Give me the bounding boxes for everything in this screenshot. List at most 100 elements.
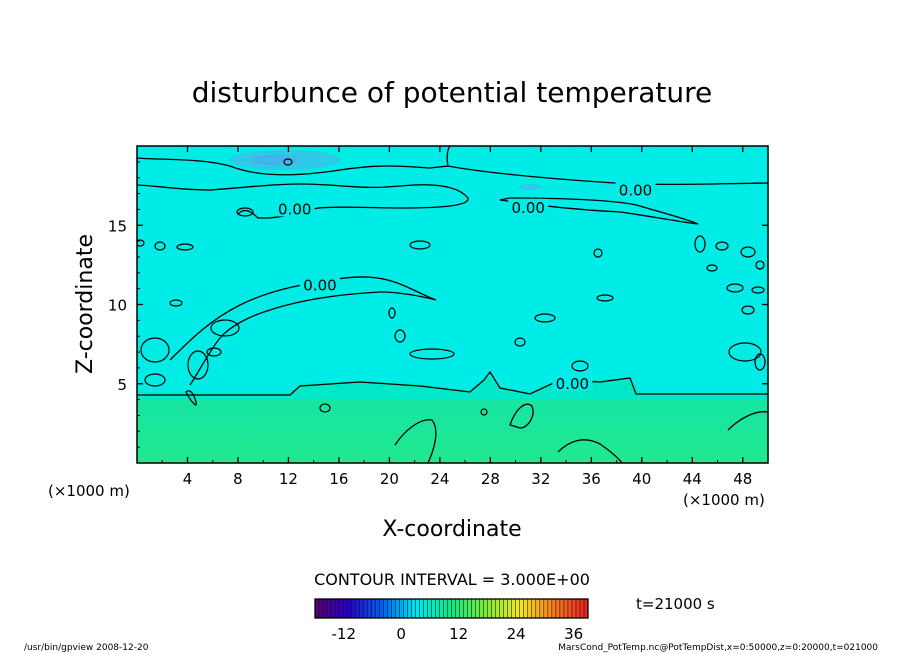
contour-label-bg: [508, 198, 549, 215]
colorbar-cell: [411, 599, 416, 618]
colorbar-cell: [355, 599, 360, 618]
colorbar-cell: [507, 599, 513, 618]
colorbar-cell: [431, 599, 436, 618]
x-axis: 4 8 12 16 20 24 28 32 36 40 44 48: [161, 146, 752, 488]
lower-region-edge: [137, 376, 768, 400]
x-tick-label: 36: [582, 470, 601, 488]
colorbar-cell: [451, 599, 456, 618]
colorbar-cell: [319, 599, 324, 618]
colorbar-cell: [407, 599, 412, 618]
colorbar-cell: [395, 599, 400, 618]
colorbar-cell: [547, 599, 553, 618]
colorbar-cell: [359, 599, 364, 618]
contour-blob: [514, 337, 526, 347]
colorbar-cell: [327, 599, 332, 618]
contour-blob: [140, 337, 170, 363]
contour-blob: [751, 286, 765, 294]
colorbar-cell: [423, 599, 428, 618]
contour-line: [394, 419, 437, 463]
colorbar-cell: [439, 599, 444, 618]
colorbar-cell: [523, 599, 529, 618]
contour-blob: [534, 313, 556, 323]
contour-value-label: 0.00: [512, 199, 545, 217]
x-tick-label: 4: [183, 470, 193, 488]
colorbar-tick-label: 36: [564, 625, 583, 643]
colorbar-cell: [475, 599, 480, 618]
contour-blob: [319, 403, 331, 413]
colorbar-cell: [371, 599, 376, 618]
colorbar-cell: [515, 599, 521, 618]
colorbar-tick-label: 0: [396, 625, 406, 643]
colorbar-cell: [471, 599, 476, 618]
colorbar-tick-label: -12: [331, 625, 356, 643]
colorbar-frame: [314, 598, 589, 619]
contour-line: [137, 370, 768, 396]
colorbar-cell: [391, 599, 396, 618]
contour-blob: [755, 260, 765, 270]
contour-blob: [706, 264, 718, 272]
colorbar-cell: [499, 599, 504, 618]
colorbar-cell: [331, 599, 336, 618]
colorbar-cell: [315, 599, 320, 618]
footer-right: MarsCond_PotTemp.nc@PotTempDist,x=0:5000…: [558, 643, 878, 653]
colorbar-cell: [351, 599, 356, 618]
y-tick-label: 5: [117, 376, 127, 394]
colorbar-cell: [575, 599, 581, 618]
colorbar-cell: [535, 599, 541, 618]
colorbar-cell: [519, 599, 525, 618]
colorbar-cell: [399, 599, 404, 618]
contour-blob: [593, 248, 603, 258]
contour-blob: [728, 342, 762, 362]
x-tick-label: 12: [279, 470, 298, 488]
contour-value-label: 0.00: [619, 181, 652, 199]
colorbar-tick-label: 24: [507, 625, 526, 643]
colorbar-cell: [555, 599, 561, 618]
contour-blob: [388, 307, 396, 319]
colorbar-cell: [567, 599, 573, 618]
colorbar-cell: [551, 599, 557, 618]
colorbar-cell: [363, 599, 368, 618]
colorbar-cell: [531, 599, 537, 618]
contour-line: [137, 146, 451, 176]
x-axis-label: X-coordinate: [382, 517, 521, 542]
contour-value-label: 0.00: [556, 375, 589, 393]
x-tick-label: 32: [531, 470, 550, 488]
contour-blob: [176, 243, 194, 251]
contour-label-bg: [274, 200, 315, 217]
contour-label-bg: [552, 374, 593, 391]
colorbar-cell: [487, 599, 492, 618]
contour-labels: 0.00 0.00 0.00 0.00 0.00: [274, 181, 656, 393]
contour-line: [185, 390, 197, 406]
contour-blob: [283, 158, 293, 166]
contour-value-label: 0.00: [278, 200, 311, 218]
contour-blob: [694, 235, 706, 253]
x-tick-label: 24: [430, 470, 449, 488]
y-axis: 5 10 15: [108, 161, 768, 448]
contour-blob: [137, 239, 145, 247]
colorbar-cell: [459, 599, 464, 618]
contour-blob: [187, 350, 209, 380]
colorbar-cell: [347, 599, 352, 618]
colorbar-cell: [511, 599, 517, 618]
colorbar-cell: [447, 599, 452, 618]
contour-interval: CONTOUR INTERVAL = 3.000E+00: [314, 570, 590, 589]
contour-line: [447, 165, 768, 186]
x-unit-left: (×1000 m): [48, 482, 130, 500]
colorbar-cell: [323, 599, 328, 618]
colorbar-cell: [419, 599, 424, 618]
contour-blobs: [137, 158, 766, 416]
contour-lines: [137, 146, 768, 463]
colorbar-cell: [563, 599, 569, 618]
colorbar-ticks: -12 0 12 24 36: [331, 625, 583, 643]
contour-blob: [741, 305, 755, 315]
colorbar-cell: [503, 599, 509, 618]
contour-line: [557, 439, 623, 463]
time-label: t=21000 s: [636, 595, 715, 613]
contour-label-bg: [299, 276, 340, 293]
contour-blob: [571, 360, 589, 372]
colorbar-cell: [571, 599, 577, 618]
x-tick-label: 48: [733, 470, 752, 488]
cold-patch-small: [518, 184, 542, 190]
contour-blob: [740, 246, 756, 258]
